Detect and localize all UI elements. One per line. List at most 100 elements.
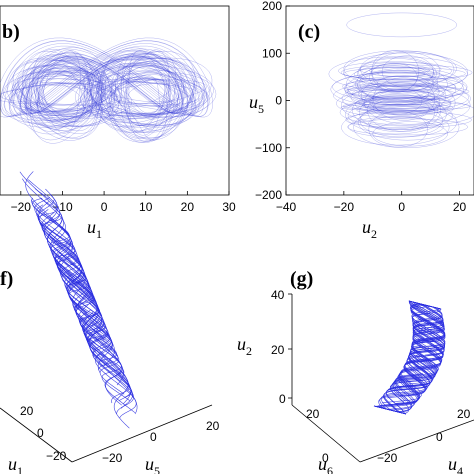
- panel-c-orbit: [372, 98, 430, 119]
- panel-b-orbit: [35, 53, 97, 132]
- panel-b-orbit: [24, 55, 184, 114]
- panel-g-orbit: [373, 375, 432, 412]
- panel-f-orbit: [37, 199, 81, 292]
- panel-c-ytick-label: 100: [262, 46, 282, 60]
- panel-b-orbit: [100, 79, 185, 103]
- panel-g-axis-label-2: u4: [448, 454, 463, 474]
- panel-c-orbit: [356, 105, 435, 115]
- panel-c-orbit: [369, 89, 441, 115]
- panel-c-orbit: [357, 69, 439, 101]
- panel-c-xtick-label: 20: [453, 200, 467, 214]
- panel-g-orbit: [403, 328, 444, 389]
- panel-b-orbit: [88, 59, 214, 129]
- panel-b-orbit: [108, 76, 172, 114]
- panel-f-orbit: [82, 323, 136, 413]
- panel-g-orbit: [381, 356, 442, 404]
- panel-b-orbit: [33, 66, 93, 124]
- panel-f-orbit: [79, 309, 123, 406]
- panel-f-orbit: [38, 219, 96, 300]
- panel-b-orbit: [22, 51, 103, 141]
- panel-g-orbit: [390, 343, 443, 391]
- panel-b-xtick-label: 10: [139, 200, 153, 214]
- panel-g-orbit: [412, 309, 445, 358]
- panel-b-orbit: [26, 71, 118, 121]
- panel-g-tick-a0: 20: [306, 407, 320, 421]
- panel-g-ztick-label-2: 0: [279, 392, 286, 406]
- panel-f-orbit: [68, 289, 122, 375]
- panel-f-orbit: [68, 280, 106, 336]
- panel-b-orbit: [82, 65, 211, 120]
- panel-c-orbit: [371, 89, 435, 106]
- panel-b-orbit: [15, 75, 106, 119]
- panel-f: f) 20 0 −20 −20 0 20 u1 u5: [0, 171, 220, 474]
- panel-f-orbit: [66, 278, 105, 342]
- panel-g-ztick-label-0: 40: [271, 288, 285, 302]
- panel-b-orbit: [43, 62, 89, 122]
- panel-c-ylabel: u5: [249, 92, 264, 116]
- panel-b-orbit: [125, 49, 170, 141]
- panel-c-ytick-label: 200: [262, 0, 282, 13]
- panel-c-orbit: [353, 66, 435, 82]
- panel-g-orbit: [409, 314, 446, 375]
- panel-g-orbit: [391, 345, 437, 402]
- panel-b-xlabel: u1: [87, 217, 102, 241]
- panel-f-tick-a2: −20: [46, 449, 67, 463]
- panel-c-orbit: [328, 56, 468, 92]
- panel-g-axis-left: [291, 404, 361, 463]
- panel-b-orbit: [100, 74, 175, 126]
- panel-b-orbit: [37, 49, 81, 134]
- panel-g: (g) 40 20 0 u2 20 0 −20 0 20 u6 u4: [237, 268, 474, 474]
- panel-g-orbit: [404, 325, 444, 382]
- panel-b-orbit: [25, 71, 105, 127]
- panel-b-orbit: [37, 82, 82, 112]
- panel-b-xticks: −20 −10 0 10 20 30: [11, 191, 236, 214]
- panel-c-orbit: [369, 63, 418, 92]
- panel-g-orbit: [404, 335, 444, 394]
- panel-b-orbit: [13, 48, 195, 116]
- panel-b-trajectory: [0, 37, 217, 144]
- panel-f-orbit: [56, 240, 103, 349]
- panel-f-orbit: [47, 219, 94, 329]
- panel-c-orbit: [377, 70, 426, 77]
- panel-c-orbit: [340, 103, 454, 111]
- panel-c-xtick-label: −20: [334, 200, 355, 214]
- panel-c-orbit: [345, 94, 447, 135]
- panel-b-xtick-label: −20: [11, 200, 32, 214]
- panel-c-xticks: −40 −20 0 20: [276, 191, 467, 214]
- panel-g-tick-c0: 20: [457, 407, 471, 421]
- panel-g-axis-right: [359, 419, 474, 463]
- panel-f-orbit: [39, 209, 87, 313]
- panel-f-orbit: [47, 213, 92, 315]
- panel-b-xtick-label: 30: [222, 200, 236, 214]
- panel-g-axis-label-1: u6: [318, 454, 333, 474]
- panel-c-orbit: [339, 98, 474, 127]
- panel-c-orbit: [354, 67, 464, 101]
- panel-b-orbit: [124, 55, 179, 126]
- panel-f-trajectory: [19, 171, 138, 429]
- panel-g-orbit: [378, 359, 431, 409]
- panel-f-label: f): [0, 268, 13, 290]
- panel-b-orbit: [95, 77, 193, 116]
- panel-b-xtick-label: 20: [181, 200, 195, 214]
- panel-c-ytick-label: −200: [255, 188, 282, 202]
- panel-f-axis-left: [0, 407, 73, 463]
- panel-f-orbit: [44, 229, 111, 345]
- panel-b-orbit: [4, 43, 204, 117]
- panel-b-orbit: [85, 79, 207, 104]
- panel-f-tick-b2: 20: [206, 419, 220, 433]
- panel-c-orbit: [347, 101, 453, 130]
- panel-c-orbit: [351, 85, 444, 103]
- panel-c-orbit: [347, 118, 468, 136]
- panel-b-orbit: [100, 65, 192, 126]
- panel-f-axis-label-0: u1: [8, 454, 23, 474]
- panel-f-orbit: [54, 242, 101, 354]
- panel-b-frame: [0, 5, 230, 196]
- panel-c-orbit: [359, 63, 434, 104]
- panel-g-orbit: [407, 319, 446, 380]
- panel-b-orbit: [117, 81, 171, 104]
- panel-g-orbit: [399, 344, 444, 397]
- panel-c-yticks: 200 100 0 −100 −200: [255, 0, 290, 202]
- panel-c-orbit: [347, 83, 439, 99]
- panel-g-orbit: [409, 300, 445, 351]
